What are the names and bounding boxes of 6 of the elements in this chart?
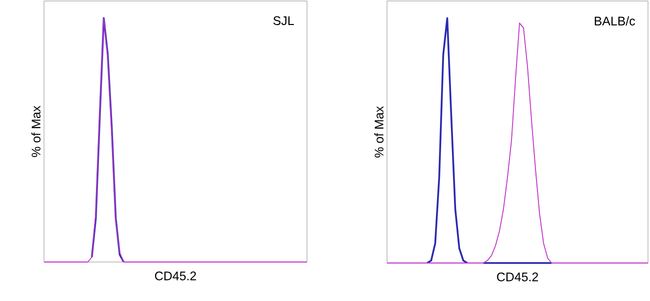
y-axis-title: % of Max	[374, 106, 384, 158]
x-axis-title: CD45.2	[155, 272, 196, 280]
x-axis-title: CD45.2	[497, 272, 538, 282]
annotation: SJL	[273, 16, 294, 26]
annotation: BALB/c	[594, 16, 636, 26]
y-axis-title: % of Max	[31, 106, 40, 158]
